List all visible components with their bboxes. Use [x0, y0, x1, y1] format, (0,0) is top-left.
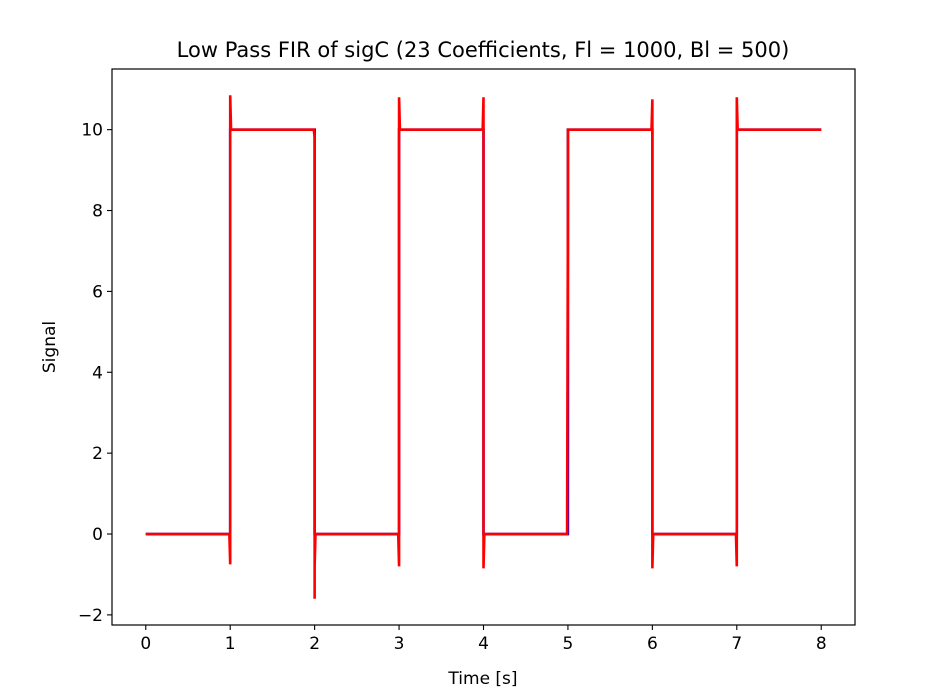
- x-tick-label: 8: [816, 634, 827, 654]
- y-tick-label: 10: [81, 121, 103, 141]
- y-tick-label: 2: [92, 444, 103, 464]
- y-tick-label: 8: [92, 202, 103, 222]
- x-tick-label: 6: [647, 634, 658, 654]
- y-tick-label: 4: [92, 363, 103, 383]
- x-tick-label: 4: [478, 634, 489, 654]
- x-tick-label: 7: [731, 634, 742, 654]
- chart-title: Low Pass FIR of sigC (23 Coefficients, F…: [177, 38, 790, 62]
- y-tick-label: 6: [92, 282, 103, 302]
- x-axis-label: Time [s]: [447, 669, 517, 689]
- y-axis: −2 0 2 4 6 8 10: [78, 121, 112, 626]
- x-tick-label: 3: [394, 634, 405, 654]
- series-layer: [145, 95, 822, 599]
- y-axis-label: Signal: [40, 321, 60, 373]
- y-tick-label: 0: [92, 525, 103, 545]
- x-tick-label: 5: [563, 634, 574, 654]
- x-tick-label: 0: [140, 634, 151, 654]
- x-axis: 0 1 2 3 4 5 6 7 8: [140, 625, 827, 654]
- series-line-2: [145, 95, 822, 599]
- plot-area: [111, 68, 856, 626]
- y-tick-label: −2: [78, 606, 103, 626]
- x-tick-label: 2: [309, 634, 320, 654]
- x-tick-label: 1: [225, 634, 236, 654]
